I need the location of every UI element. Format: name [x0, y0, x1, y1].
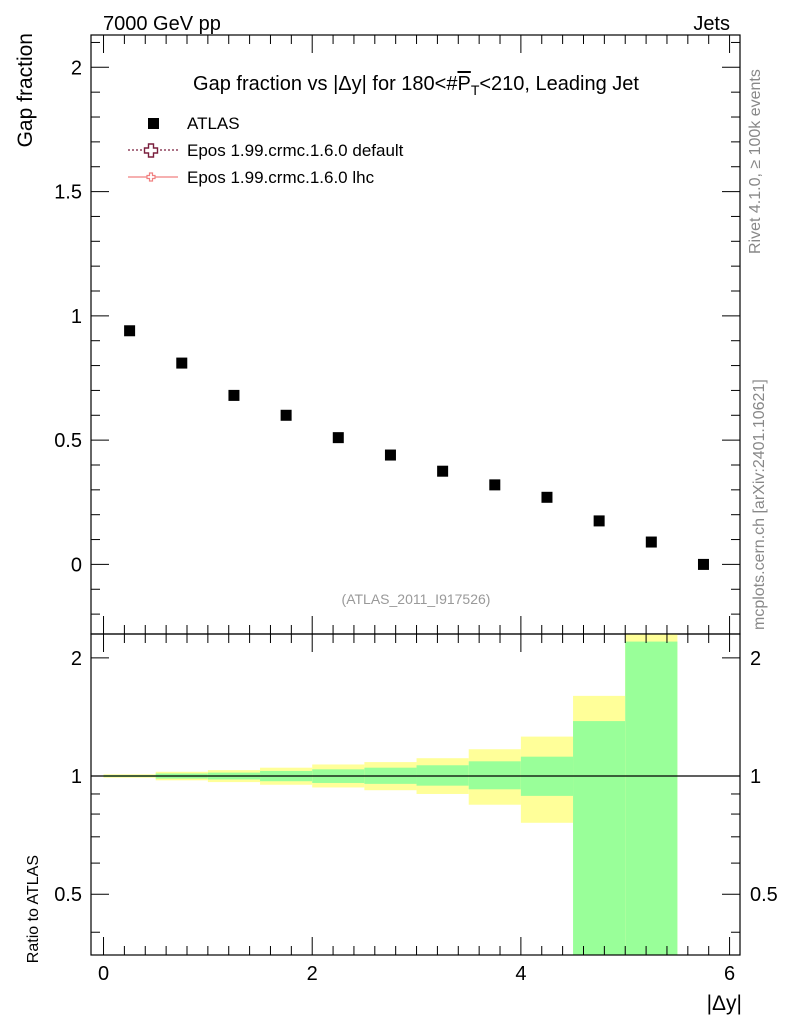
ratio-y-tick-label-left: 1: [71, 766, 82, 788]
x-tick-label: 4: [515, 963, 526, 985]
main-y-tick-label: 1: [71, 306, 82, 328]
main-y-tick-label: 0: [71, 554, 82, 576]
legend-atlas-marker: [148, 118, 159, 129]
main-y-tick-label: 0.5: [54, 430, 82, 452]
ratio-y-axis-label: Ratio to ATLAS: [25, 855, 42, 963]
legend-lhc-label: Epos 1.99.crmc.1.6.0 lhc: [187, 168, 375, 187]
atlas-data-point: [593, 515, 605, 527]
atlas-data-point: [645, 536, 657, 548]
atlas-data-point: [384, 449, 396, 461]
ratio-uncertainty-bands: [103, 634, 678, 955]
main-y-tick-label: 2: [71, 57, 82, 79]
x-tick-label: 0: [98, 963, 109, 985]
ratio-band-green: [573, 721, 626, 955]
atlas-data-point: [124, 325, 136, 337]
legend-atlas-label: ATLAS: [187, 114, 240, 133]
legend-default-marker: [143, 143, 159, 158]
atlas-data-point: [437, 465, 449, 477]
x-axis-ticks: 0 2 4 6: [98, 35, 735, 985]
title-prefix: Gap fraction vs |Δy| for 180<#: [193, 73, 458, 95]
atlas-data-points: [124, 325, 709, 570]
ratio-band-green: [625, 641, 678, 955]
atlas-data-point: [176, 357, 188, 369]
atlas-data-point: [332, 432, 344, 444]
atlas-data-point: [489, 479, 501, 491]
x-tick-label: 2: [307, 963, 318, 985]
title-p: P: [457, 73, 470, 95]
atlas-data-point: [280, 409, 292, 421]
energy-label: 7000 GeV pp: [103, 13, 221, 35]
ratio-y-tick-label-left: 2: [71, 648, 82, 670]
y-axis-label: Gap fraction: [14, 33, 37, 147]
atlas-data-point: [228, 389, 240, 401]
legend: ATLAS Epos 1.99.crmc.1.6.0 default Epos …: [128, 114, 404, 187]
x-tick-label: 6: [724, 963, 735, 985]
legend-default-label: Epos 1.99.crmc.1.6.0 default: [187, 141, 404, 160]
ratio-y-ticks: 0.5 0.5 1 1 2 2: [54, 648, 778, 933]
ratio-y-tick-label-left: 0.5: [54, 884, 82, 906]
title-suffix: <210, Leading Jet: [479, 73, 639, 95]
process-label: Jets: [693, 13, 730, 35]
mcplots-label: mcplots.cern.ch [arXiv:2401.10621]: [751, 379, 768, 630]
rivet-version-label: Rivet 4.1.0, ≥ 100k events: [747, 69, 764, 254]
ratio-y-tick-label-right: 1: [750, 766, 761, 788]
atlas-data-point: [697, 558, 709, 570]
x-axis-label: |Δy|: [707, 992, 742, 1015]
ratio-band-green: [468, 761, 521, 790]
atlas-data-point: [541, 491, 553, 503]
chart-title: Gap fraction vs |Δy| for 180<#PT<210, Le…: [193, 73, 639, 98]
main-y-ticks: 0 0.5 1 1.5 2: [54, 41, 740, 615]
analysis-watermark: (ATLAS_2011_I917526): [342, 591, 491, 607]
title-sub: T: [471, 82, 480, 98]
main-y-tick-label: 1.5: [54, 182, 82, 204]
ratio-y-tick-label-right: 0.5: [750, 884, 778, 906]
ratio-y-tick-label-right: 2: [750, 648, 761, 670]
ratio-panel-frame: [90, 633, 741, 956]
legend-lhc-marker: [146, 172, 156, 182]
